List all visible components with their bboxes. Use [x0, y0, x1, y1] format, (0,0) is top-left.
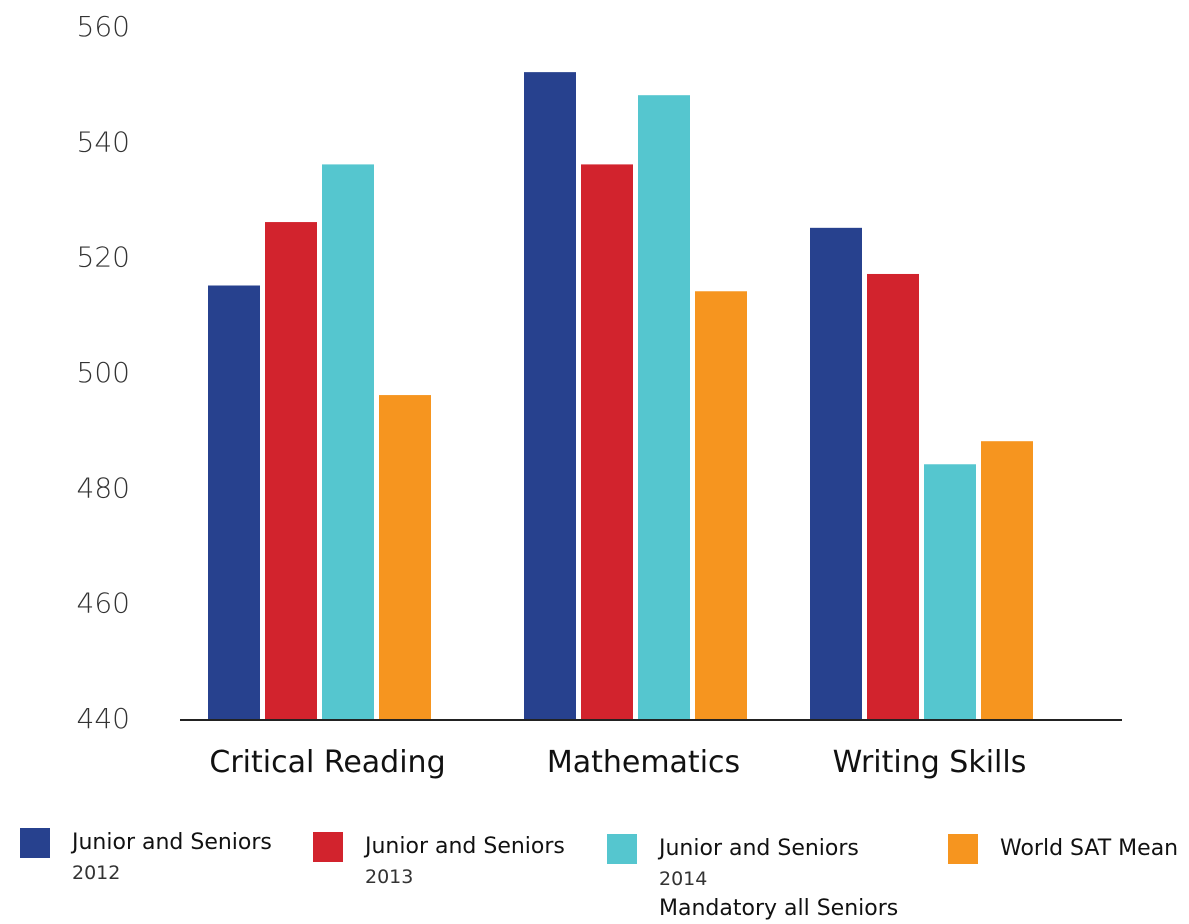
bar — [810, 227, 862, 721]
bar — [695, 291, 747, 720]
x-category-label: Writing Skills — [833, 745, 1027, 780]
bar — [379, 395, 431, 720]
y-tick-label: 560 — [77, 10, 130, 43]
bar — [981, 441, 1033, 720]
y-tick-label: 500 — [77, 356, 130, 389]
y-axis: 560 540 520 500 480 460 440 — [77, 10, 130, 735]
bars — [208, 72, 1033, 721]
y-tick-label: 460 — [77, 587, 130, 620]
bar — [581, 164, 633, 720]
x-category-label: Mathematics — [547, 745, 740, 780]
y-tick-label: 480 — [77, 471, 130, 504]
bar — [638, 95, 690, 720]
bar — [322, 164, 374, 720]
x-category-label: Critical Reading — [209, 745, 445, 780]
bar — [924, 464, 976, 720]
bar — [867, 273, 919, 720]
bar — [208, 285, 260, 720]
x-axis: Critical Reading Mathematics Writing Skill… — [209, 745, 1026, 780]
bar — [524, 72, 576, 721]
bar — [265, 222, 317, 721]
y-tick-label: 440 — [77, 702, 130, 735]
y-tick-label: 520 — [77, 241, 130, 274]
y-tick-label: 540 — [77, 125, 130, 158]
